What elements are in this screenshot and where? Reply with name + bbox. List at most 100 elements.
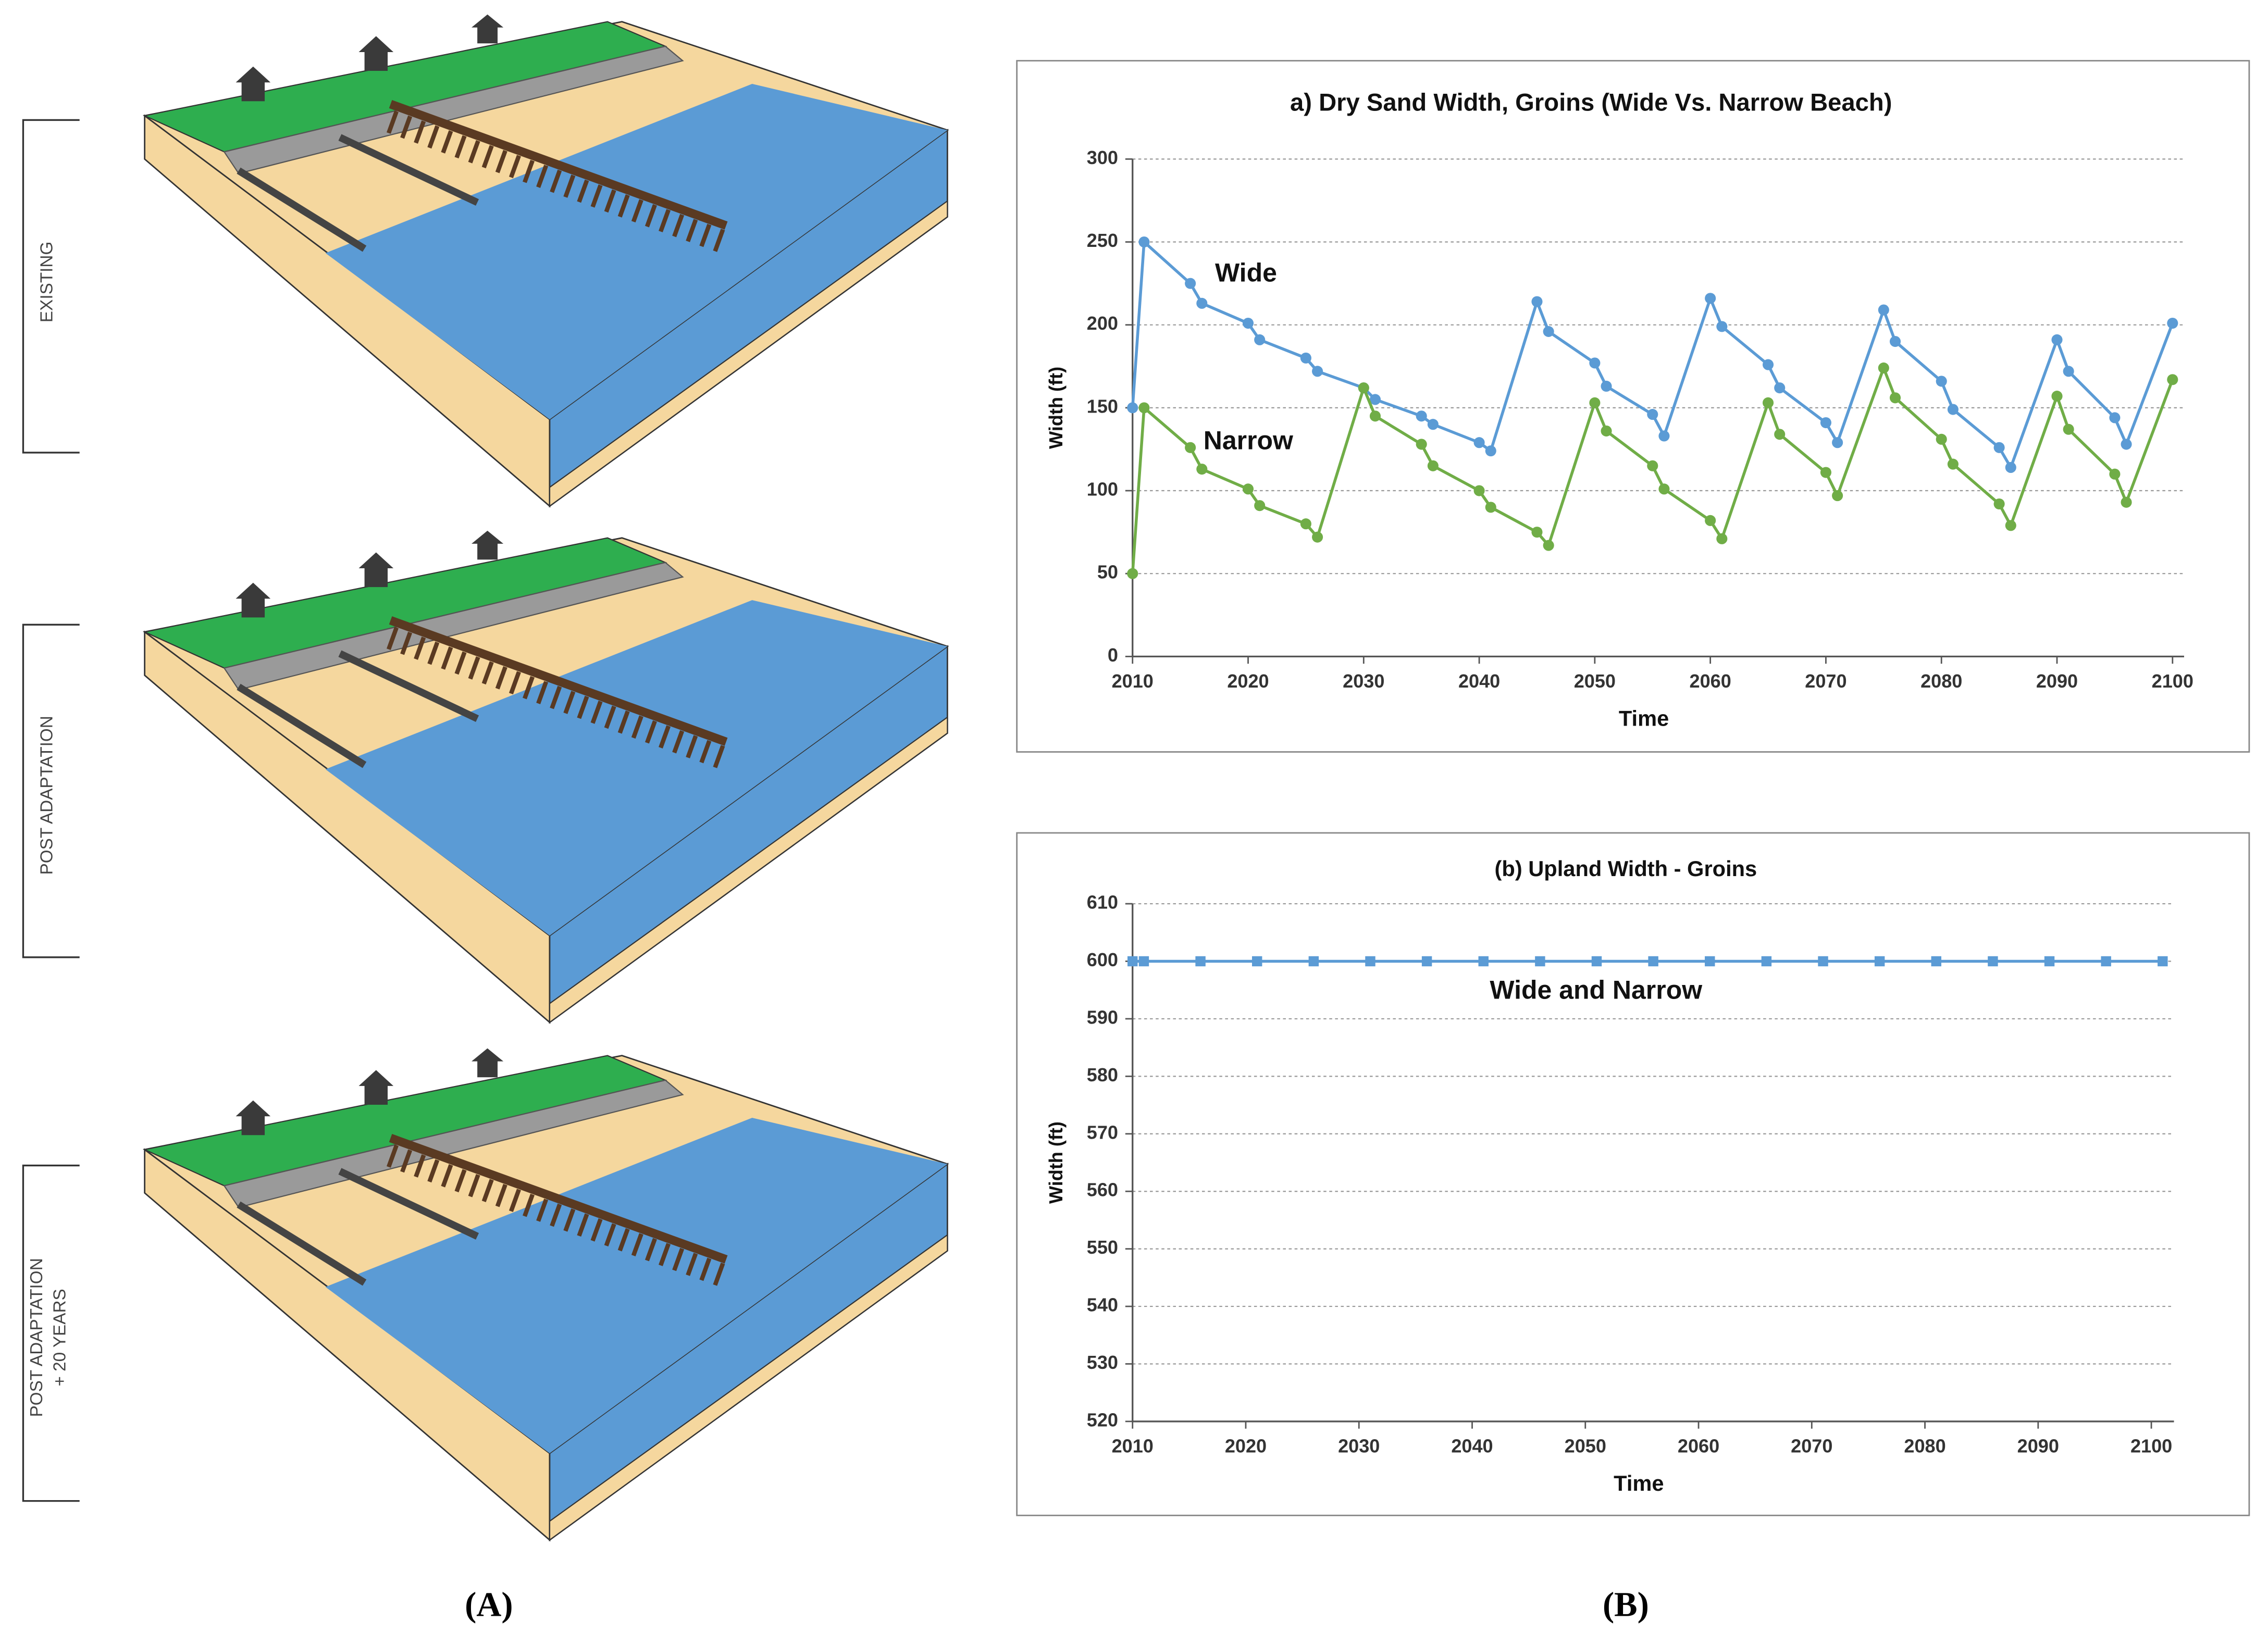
marker [1774, 429, 1786, 440]
marker [1485, 502, 1496, 513]
series-annotation: Wide [1215, 258, 1277, 288]
marker [1127, 568, 1138, 579]
marker [1473, 485, 1485, 496]
y-tick-label: 590 [1087, 1006, 1118, 1028]
marker [1365, 956, 1375, 967]
marker [2109, 468, 2121, 480]
marker [1369, 410, 1381, 422]
marker [1647, 409, 1658, 420]
x-tick-label: 2090 [2036, 670, 2078, 692]
marker [1300, 518, 1311, 530]
marker [1931, 956, 1941, 967]
marker [1936, 433, 1947, 445]
marker [1242, 483, 1254, 495]
marker [2158, 956, 2168, 967]
marker [1427, 460, 1439, 471]
x-tick-label: 2080 [1920, 670, 1962, 692]
marker [1705, 293, 1716, 304]
marker [1988, 956, 1998, 967]
marker [1658, 483, 1670, 495]
y-tick-label: 50 [1097, 562, 1118, 583]
diagram-label: POST ADAPTATION [37, 716, 56, 875]
x-tick-label: 2010 [1112, 1435, 1154, 1456]
y-tick-label: 0 [1108, 644, 1118, 666]
y-tick-label: 300 [1087, 147, 1118, 168]
marker [1427, 419, 1439, 430]
marker [1369, 394, 1381, 405]
y-tick-label: 530 [1087, 1352, 1118, 1373]
marker [2005, 520, 2016, 531]
marker [1485, 445, 1496, 457]
marker [1416, 410, 1427, 422]
marker [1196, 297, 1208, 309]
marker [1936, 376, 1947, 387]
y-tick-label: 200 [1087, 313, 1118, 334]
diagram-existing [145, 15, 948, 506]
x-tick-label: 2050 [1574, 670, 1616, 692]
marker [1416, 439, 1427, 450]
marker [1705, 956, 1715, 967]
x-tick-label: 2040 [1451, 1435, 1493, 1456]
x-axis-label: Time [1614, 1471, 1664, 1495]
x-tick-label: 2080 [1904, 1435, 1945, 1456]
marker [1874, 956, 1885, 967]
marker [1647, 460, 1658, 471]
marker [1308, 956, 1319, 967]
y-tick-label: 540 [1087, 1294, 1118, 1316]
diagram-label: EXISTING [37, 242, 56, 322]
marker [1185, 278, 1196, 289]
marker [1818, 956, 1828, 967]
marker [1820, 467, 1831, 478]
x-tick-label: 2070 [1805, 670, 1846, 692]
marker [1358, 382, 1369, 394]
marker [1531, 527, 1543, 538]
marker [1589, 397, 1601, 408]
marker [1601, 380, 1612, 392]
chart-frame [1016, 832, 2250, 1516]
marker [2044, 956, 2055, 967]
diagram-post-adaptation-20 [145, 1049, 948, 1540]
marker [1947, 404, 1959, 415]
marker [1878, 362, 1889, 374]
marker [1478, 956, 1489, 967]
marker [2051, 334, 2063, 345]
x-tick-label: 2060 [1678, 1435, 1719, 1456]
marker [1543, 326, 1554, 337]
marker [1832, 437, 1843, 448]
marker [1774, 382, 1786, 394]
series-annotation: Narrow [1204, 426, 1293, 455]
marker [1832, 490, 1843, 502]
y-tick-label: 550 [1087, 1237, 1118, 1258]
marker [1543, 540, 1554, 551]
marker [1648, 956, 1658, 967]
x-tick-label: 2010 [1112, 670, 1154, 692]
chart-frame [1016, 60, 2250, 753]
marker [2109, 412, 2121, 423]
marker [2121, 439, 2132, 450]
marker [1195, 956, 1206, 967]
brackets [22, 119, 80, 1502]
x-tick-label: 2090 [2017, 1435, 2059, 1456]
x-tick-label: 2070 [1791, 1435, 1832, 1456]
x-tick-label: 2050 [1565, 1435, 1606, 1456]
chart-title: a) Dry Sand Width, Groins (Wide Vs. Narr… [1290, 89, 1892, 116]
marker [2005, 461, 2016, 473]
marker [1761, 956, 1772, 967]
y-tick-label: 100 [1087, 479, 1118, 500]
marker [1658, 430, 1670, 442]
marker [1138, 402, 1150, 414]
x-tick-label: 2040 [1458, 670, 1500, 692]
marker [1601, 425, 1612, 436]
marker [2063, 366, 2074, 377]
marker [1589, 357, 1601, 369]
x-tick-label: 2030 [1338, 1435, 1380, 1456]
marker [2167, 374, 2178, 385]
y-tick-label: 610 [1087, 892, 1118, 913]
y-tick-label: 580 [1087, 1064, 1118, 1085]
marker [2121, 496, 2132, 508]
marker [2051, 391, 2063, 402]
marker [1716, 533, 1728, 544]
diagram-post-adaptation [145, 531, 948, 1022]
marker [1196, 464, 1208, 475]
